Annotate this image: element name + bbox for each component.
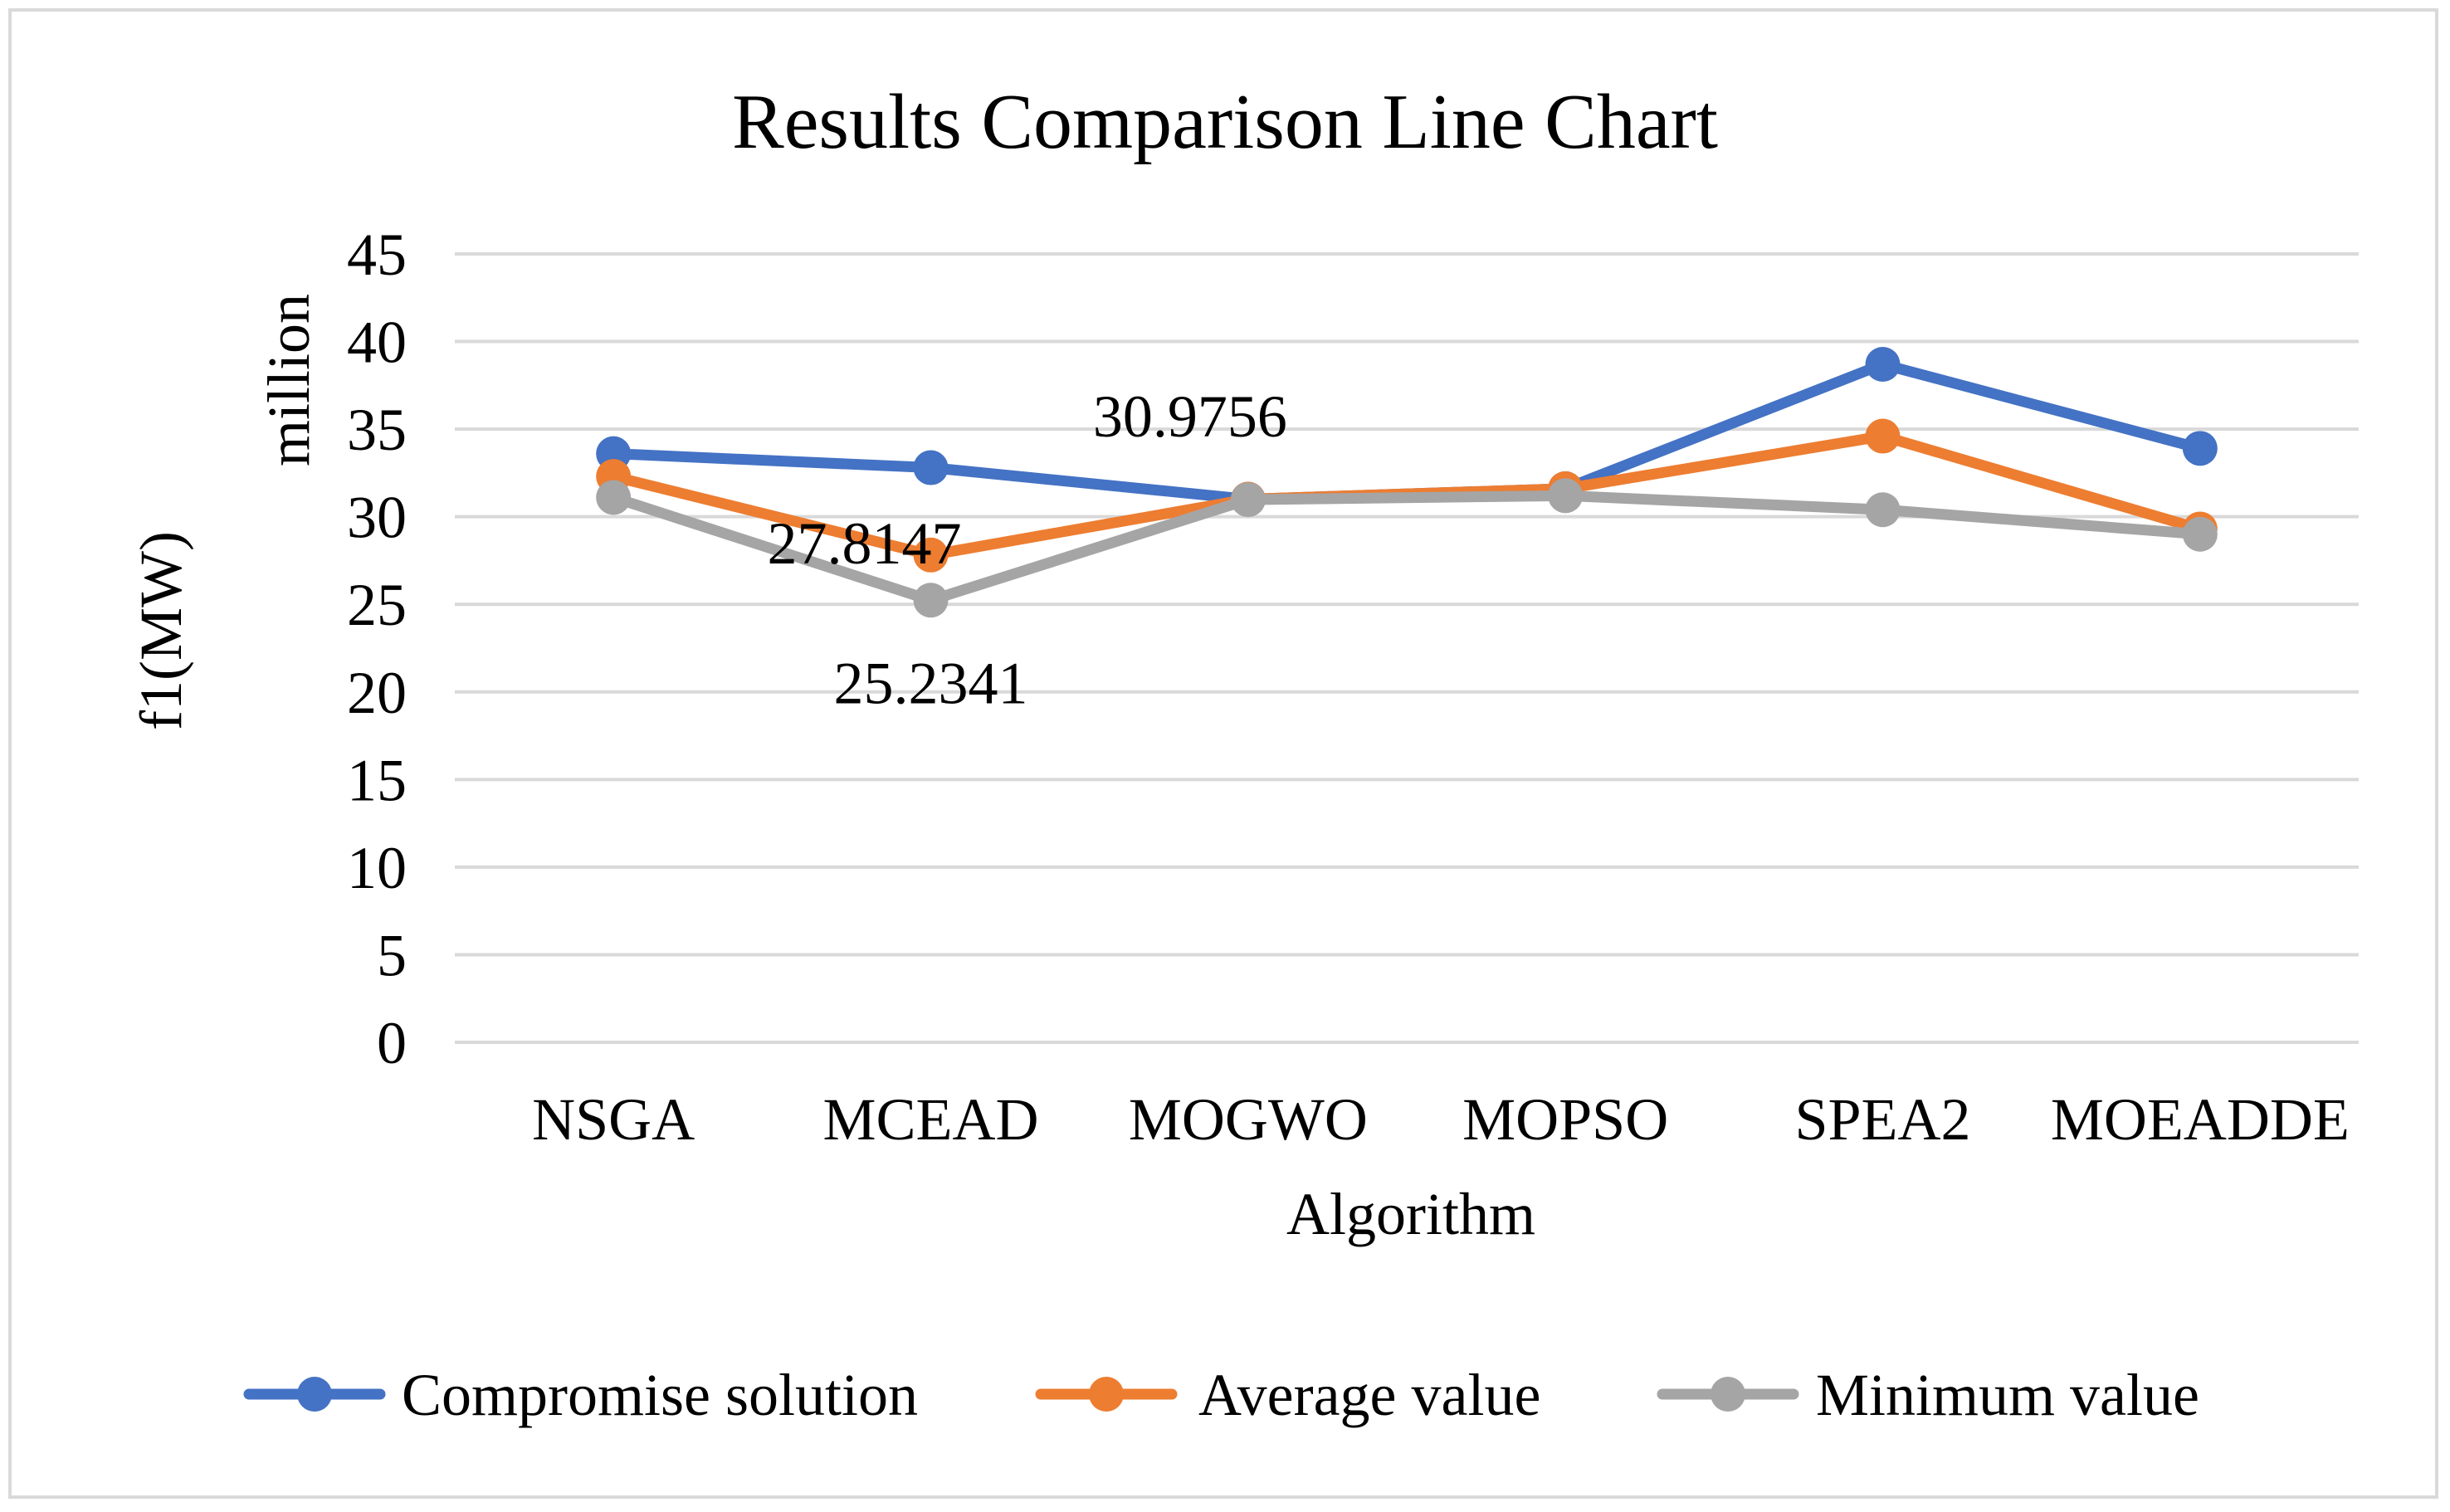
data-point[interactable] <box>913 537 949 573</box>
series-line <box>608 358 2206 505</box>
legend-swatch-marker <box>1089 1377 1124 1412</box>
legend-label: Compromise solution <box>402 1362 918 1428</box>
y-tick-label: 5 <box>377 922 407 988</box>
x-tick-label: MOEADDE <box>2051 1086 2350 1153</box>
legend-swatch-marker <box>1711 1377 1745 1412</box>
y-tick-label: 35 <box>347 397 407 463</box>
data-point[interactable] <box>913 450 949 485</box>
legend-item[interactable]: Compromise solution <box>243 1362 918 1428</box>
y-axis-ticks: 0 5 10 15 20 25 30 35 40 45 <box>347 222 407 1076</box>
y-tick-label: 25 <box>347 572 407 638</box>
data-point[interactable] <box>1865 492 1901 528</box>
legend-label: Average value <box>1198 1362 1540 1428</box>
legend-item[interactable]: Minimum value <box>1657 1362 2199 1428</box>
y-tick-label: 15 <box>347 747 407 813</box>
chart-frame <box>8 8 2438 1499</box>
y-axis-unit-label: million <box>256 294 322 466</box>
gridlines <box>455 252 2359 1044</box>
x-axis-label: Algorithm <box>1286 1181 1535 1247</box>
data-point[interactable] <box>1230 482 1266 518</box>
legend-swatch-marker <box>297 1377 332 1412</box>
y-axis-label: f1(MW) <box>128 531 194 730</box>
data-label: 27.8147 <box>768 510 962 577</box>
y-tick-label: 0 <box>377 1010 407 1076</box>
data-point[interactable] <box>2182 431 2218 466</box>
y-tick-label: 45 <box>347 222 407 288</box>
data-point[interactable] <box>1548 478 1584 514</box>
data-point[interactable] <box>596 480 632 515</box>
x-tick-label: MOPSO <box>1462 1086 1668 1153</box>
chart-title: Results Comparison Line Chart <box>732 79 1718 165</box>
y-tick-label: 30 <box>347 485 407 551</box>
y-tick-label: 10 <box>347 835 407 901</box>
series-layer <box>596 347 2218 618</box>
series-minimum-value <box>596 478 2218 618</box>
x-axis-ticks: NSGA MCEAD MOGWO MOPSO SPEA2 MOEADDE <box>532 1086 2350 1153</box>
data-point[interactable] <box>1865 418 1901 454</box>
data-label: 25.2341 <box>834 650 1028 716</box>
x-tick-label: MCEAD <box>822 1086 1038 1153</box>
data-point[interactable] <box>2182 516 2218 552</box>
series-line <box>608 490 2206 606</box>
legend-item[interactable]: Average value <box>1035 1362 1540 1428</box>
y-tick-label: 20 <box>347 660 407 726</box>
data-label: 30.9756 <box>1093 383 1287 450</box>
annotation-layer: 27.8147 25.2341 30.9756 <box>768 383 1287 716</box>
y-tick-label: 40 <box>347 310 407 376</box>
legend[interactable]: Compromise solution Average value Minimum … <box>243 1362 2199 1428</box>
x-tick-label: NSGA <box>532 1086 695 1153</box>
data-point[interactable] <box>1865 347 1901 382</box>
legend-label: Minimum value <box>1816 1362 2199 1428</box>
x-tick-label: SPEA2 <box>1794 1086 1970 1153</box>
x-tick-label: MOGWO <box>1129 1086 1368 1153</box>
data-point[interactable] <box>913 583 949 618</box>
